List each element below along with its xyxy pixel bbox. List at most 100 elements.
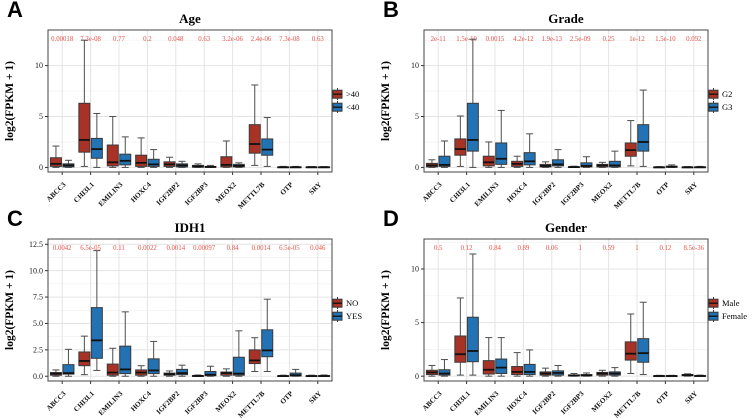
- box: [220, 156, 233, 168]
- p-value: 6.5e-05: [80, 245, 101, 252]
- x-tick-label: METTL7B: [236, 390, 266, 418]
- p-value: 2.4e-06: [251, 36, 272, 43]
- x-tick-label: EMILIN3: [473, 389, 501, 417]
- x-tick-label: MEOX2: [214, 180, 238, 204]
- legend-label: Female: [722, 311, 747, 321]
- panel-border: [423, 238, 709, 382]
- x-tick-label: ABCC3: [45, 180, 68, 203]
- panel-idh1: C IDH1 log2(FPKM + 1) 0.0 2.5 5.0 7.5 10.0 12.5…: [0, 206, 376, 418]
- box: [176, 368, 189, 376]
- y-axis-label: log2(FPKM + 1): [4, 61, 16, 141]
- x-tick-label: IGF2BP2: [155, 180, 182, 207]
- x-tick-label: SRY: [684, 180, 700, 196]
- x-tick-label: HOXC4: [505, 180, 529, 204]
- p-value: 0.12: [461, 245, 473, 252]
- p-value: 0.84: [489, 245, 501, 252]
- p-value: 0.092: [686, 36, 702, 43]
- x-tick-label: ABCC3: [45, 389, 68, 412]
- p-value: 0.2: [143, 36, 152, 43]
- x-tick-label: METTL7B: [236, 181, 266, 209]
- series-YES: [62, 250, 331, 377]
- x-tick-label: IGF2BP3: [183, 180, 210, 207]
- panel-letter-d: D: [383, 206, 399, 231]
- panel-title: Grade: [548, 11, 584, 26]
- p-value-row: 0.00018 7.3e-08 0.77 0.2 0.048 0.63 3.2e-06 2.4…: [51, 36, 324, 43]
- series-<40: [62, 112, 331, 169]
- box: [495, 142, 508, 165]
- panel-title: Gender: [545, 220, 587, 235]
- p-value: 2.5e-09: [570, 36, 591, 43]
- y-tick-label: 5: [415, 112, 419, 121]
- x-tick-label: METTL7B: [612, 181, 642, 209]
- x-tick-label: OTP: [279, 389, 296, 406]
- p-value: 0.12: [659, 245, 671, 252]
- x-axis-ticks: ABCC3 CHI3L1 EMILIN3 HOXC4 IGF2BP2 IGF2BP3 MEO…: [45, 172, 324, 209]
- legend: Male Female: [708, 297, 747, 322]
- y-tick-label: 12.5: [29, 240, 43, 249]
- box: [580, 162, 593, 168]
- p-value: 0.0014: [166, 245, 185, 252]
- p-value: 0.0042: [53, 245, 72, 252]
- y-tick-label: 10.0: [29, 266, 43, 275]
- box: [438, 155, 451, 167]
- x-tick-label: OTP: [655, 180, 672, 197]
- y-tick-label: 10: [35, 61, 43, 70]
- legend-label: >40: [346, 89, 359, 99]
- x-axis-ticks: ABCC3 CHI3L1 EMILIN3 HOXC4 IGF2BP2 IGF2BP3 MEO…: [421, 172, 700, 209]
- panel-title: IDH1: [174, 220, 205, 235]
- x-tick-label: METTL7B: [612, 390, 642, 418]
- box: [438, 369, 451, 376]
- box: [90, 307, 103, 359]
- x-tick-label: CHI3L1: [448, 180, 472, 204]
- box: [62, 364, 75, 375]
- box: [482, 360, 495, 375]
- box: [147, 158, 160, 167]
- p-value: 0.25: [603, 36, 615, 43]
- box: [119, 153, 132, 166]
- y-tick-label: 2.5: [33, 345, 43, 354]
- p-value: 0.06: [546, 245, 558, 252]
- box: [49, 157, 62, 167]
- box: [78, 102, 91, 153]
- box: [454, 138, 467, 156]
- panel-title: Age: [179, 11, 201, 26]
- y-tick-label: 5: [39, 112, 43, 121]
- x-tick-label: HOXC4: [505, 389, 529, 413]
- x-tick-label: IGF2BP2: [531, 180, 558, 207]
- p-value-row: 0.0042 6.5e-05 0.11 0.0022 0.0014 0.00097 0.84…: [53, 245, 326, 252]
- box: [106, 363, 119, 376]
- box: [135, 154, 148, 167]
- legend-label: NO: [346, 298, 358, 308]
- p-value: 1.5e-10: [456, 36, 477, 43]
- box: [624, 341, 637, 361]
- p-value: 0.048: [168, 36, 184, 43]
- y-tick-label: 0: [39, 163, 43, 172]
- x-tick-label: IGF2BP3: [183, 389, 210, 416]
- x-tick-label: OTP: [279, 180, 296, 197]
- x-tick-label: CHI3L1: [72, 389, 96, 413]
- series-Female: [438, 253, 707, 378]
- x-tick-label: IGF2BP2: [155, 389, 182, 416]
- x-tick-label: ABCC3: [421, 180, 444, 203]
- box: [482, 155, 495, 167]
- box: [261, 329, 274, 358]
- p-value-row: 2e-11 1.5e-10 0.0015 4.2e-12 1.9e-13 2.5e-09 0…: [431, 36, 702, 43]
- box: [495, 358, 508, 374]
- box: [466, 316, 479, 363]
- panel-gender: D Gender log2(FPKM + 1) 0 5 10 0.5 0.12 0.84 0.8…: [376, 206, 752, 418]
- p-value: 0.0015: [486, 36, 505, 43]
- p-value: 0.5: [434, 245, 443, 252]
- series-NO: [49, 335, 318, 378]
- x-tick-label: MEOX2: [590, 180, 614, 204]
- legend-label: G3: [722, 102, 732, 112]
- box: [119, 345, 132, 375]
- p-value: 0.63: [198, 36, 210, 43]
- x-tick-label: OTP: [655, 389, 672, 406]
- p-value: 8.5e-36: [684, 245, 705, 252]
- p-value: 3.2e-06: [222, 36, 243, 43]
- p-value: 0.89: [517, 245, 529, 252]
- x-tick-label: SRY: [308, 389, 324, 405]
- legend: NO YES: [332, 297, 362, 322]
